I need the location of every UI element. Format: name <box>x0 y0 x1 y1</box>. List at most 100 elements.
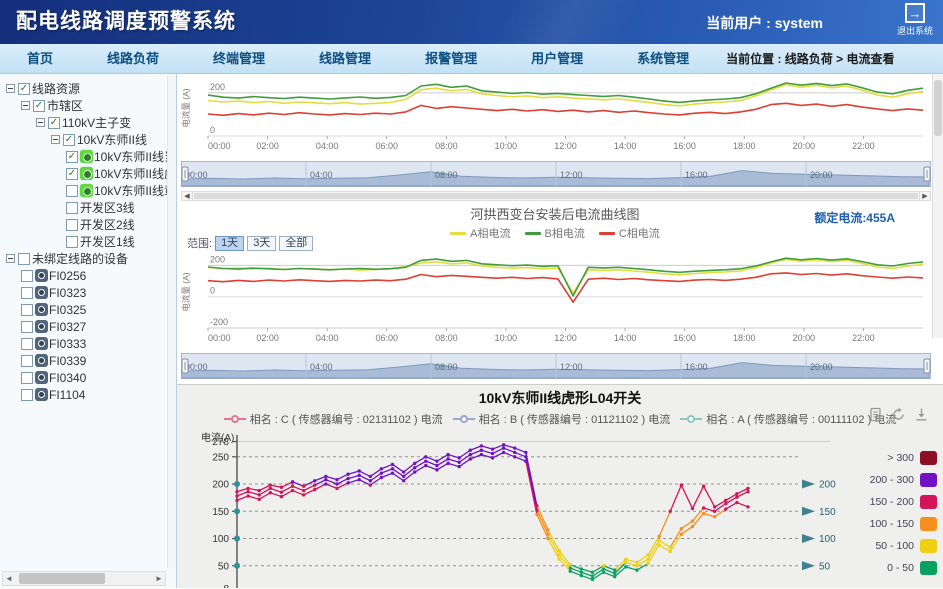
collapse-icon[interactable] <box>51 135 60 144</box>
visualmap-piece[interactable]: 100 - 150 <box>870 513 937 535</box>
visualmap-piece[interactable]: 50 - 100 <box>870 535 937 557</box>
scroll-left-icon[interactable]: ◀ <box>182 192 193 200</box>
svg-text:00:00: 00:00 <box>208 141 231 151</box>
nav-item-3[interactable]: 线路管理 <box>319 50 372 66</box>
legend-item-phase[interactable]: 相名 : C ( 传感器编号 : 02131102 ) 电流 <box>223 411 443 427</box>
legend-item-C相电流[interactable]: C相电流 <box>598 225 660 241</box>
range-button-全部[interactable]: 全部 <box>279 235 314 251</box>
device-icon <box>35 303 48 316</box>
tree-checkbox[interactable] <box>21 337 33 350</box>
tree-node-4[interactable]: ✓ 10kV东师II线当塘L0 <box>6 148 176 165</box>
tree-checkbox[interactable]: ✓ <box>63 133 75 146</box>
chart-top-scrollbar[interactable]: ◀ ▶ <box>181 191 931 201</box>
collapse-icon[interactable] <box>36 118 45 127</box>
main-vertical-scrollbar[interactable] <box>932 74 943 338</box>
datazoom-navigator-mid[interactable]: 00:00 04:00 08:00 12:00 16:00 20:00 <box>180 353 931 379</box>
tree-node-18[interactable]: FI1104 <box>6 386 174 403</box>
scroll-right-icon[interactable]: ▶ <box>919 192 930 200</box>
device-icon <box>35 371 48 384</box>
logout-button[interactable]: → 退出系统 <box>895 3 935 37</box>
visualmap-piece[interactable]: 0 - 50 <box>870 557 937 579</box>
tree-checkbox[interactable] <box>21 286 33 299</box>
visualmap-piece[interactable]: 150 - 200 <box>870 491 937 513</box>
svg-text:200: 200 <box>819 480 836 491</box>
data-view-icon[interactable] <box>868 407 883 422</box>
scroll-left-icon[interactable]: ◄ <box>5 574 13 583</box>
tree-node-14[interactable]: FI0327 <box>6 318 174 335</box>
nav-item-1[interactable]: 线路负荷 <box>107 50 160 66</box>
legend-marker-icon <box>459 415 468 423</box>
tree-node-label: FI0327 <box>49 319 87 334</box>
tree-node-17[interactable]: FI0340 <box>6 369 174 386</box>
tree-node-12[interactable]: FI0323 <box>6 284 174 301</box>
tree-node-2[interactable]: ✓ 110kV主子变 <box>6 114 174 131</box>
legend-item-A相电流[interactable]: A相电流 <box>450 225 511 241</box>
tree-checkbox[interactable] <box>21 269 33 282</box>
sidebar-vertical-scrollbar[interactable] <box>167 76 176 568</box>
tree-node-3[interactable]: ✓ 10kV东师II线 <box>6 131 174 148</box>
svg-text:20:00: 20:00 <box>793 141 816 151</box>
tree-node-label: FI0325 <box>49 302 87 317</box>
tree-node-15[interactable]: FI0333 <box>6 335 174 352</box>
tree-node-9[interactable]: 开发区1线 <box>6 233 174 250</box>
collapse-icon[interactable] <box>6 84 15 93</box>
tree-node-5[interactable]: ✓ 10kV东师II线虎形L0 <box>6 165 176 182</box>
collapse-icon[interactable] <box>21 101 30 110</box>
tree-checkbox[interactable] <box>66 235 78 248</box>
tree-checkbox[interactable] <box>66 201 78 214</box>
tree-node-label: FI0323 <box>49 285 87 300</box>
svg-text:04:00: 04:00 <box>316 333 339 343</box>
svg-text:10:00: 10:00 <box>495 141 518 151</box>
tree-node-16[interactable]: FI0339 <box>6 352 174 369</box>
tree-node-10[interactable]: 未绑定线路的设备 <box>6 250 174 267</box>
tree-checkbox[interactable]: ✓ <box>18 82 30 95</box>
scrollbar-thumb[interactable] <box>19 573 105 584</box>
tree-node-8[interactable]: 开发区2线 <box>6 216 174 233</box>
tree-checkbox[interactable]: ✓ <box>66 167 78 180</box>
download-icon[interactable] <box>914 407 929 422</box>
tree-checkbox[interactable] <box>21 320 33 333</box>
sidebar-horizontal-scrollbar[interactable]: ◄ ► <box>2 571 166 586</box>
nav-item-4[interactable]: 报警管理 <box>425 50 478 66</box>
tree-checkbox[interactable] <box>21 354 33 367</box>
tree-checkbox[interactable] <box>66 184 78 197</box>
visualmap-piece[interactable]: > 300 <box>870 447 937 469</box>
current-line-chart-mid: -200 0 200 00:00 02:00 04:00 06:00 08:00 10:00 12… <box>181 254 924 343</box>
scroll-right-icon[interactable]: ► <box>155 574 163 583</box>
nav-item-0[interactable]: 首页 <box>27 50 54 66</box>
svg-text:16:00: 16:00 <box>673 333 696 343</box>
tree-node-13[interactable]: FI0325 <box>6 301 174 318</box>
tree-checkbox[interactable]: ✓ <box>66 150 78 163</box>
scrollbar-thumb[interactable] <box>934 80 942 136</box>
tree-checkbox[interactable] <box>21 371 33 384</box>
legend-item-phase[interactable]: 相名 : A ( 传感器编号 : 00111102 ) 电流 <box>680 411 896 427</box>
tree-node-7[interactable]: 开发区3线 <box>6 199 174 216</box>
range-button-3天[interactable]: 3天 <box>247 235 277 251</box>
nav-item-2[interactable]: 终端管理 <box>213 50 266 66</box>
tree-checkbox[interactable] <box>66 218 78 231</box>
tree-checkbox[interactable]: ✓ <box>48 116 60 129</box>
nav-item-6[interactable]: 系统管理 <box>637 50 690 66</box>
collapse-icon[interactable] <box>6 254 15 263</box>
tree-checkbox[interactable] <box>21 303 33 316</box>
tree-checkbox[interactable]: ✓ <box>33 99 45 112</box>
range-button-1天[interactable]: 1天 <box>215 235 245 251</box>
tree-node-0[interactable]: ✓ 线路资源 <box>6 80 174 97</box>
refresh-icon[interactable] <box>891 407 906 422</box>
tree-node-6[interactable]: 10kV东师II线章江L0 <box>6 182 176 199</box>
scrollbar-thumb[interactable] <box>194 193 918 199</box>
tree-node-1[interactable]: ✓ 市辖区 <box>6 97 174 114</box>
line-tree-sidebar: ✓线路资源✓市辖区✓110kV主子变✓10kV东师II线✓10kV东师II线当塘… <box>0 74 177 588</box>
legend-item-phase[interactable]: 相名 : B ( 传感器编号 : 01121102 ) 电流 <box>452 411 670 427</box>
tree-node-label: FI0339 <box>49 353 87 368</box>
line-status-icon <box>80 184 93 197</box>
visualmap-piece[interactable]: 200 - 300 <box>870 469 937 491</box>
tree-node-11[interactable]: FI0256 <box>6 267 174 284</box>
legend-item-B相电流[interactable]: B相电流 <box>524 225 585 241</box>
datazoom-navigator-top[interactable]: 00:00 04:00 08:00 12:00 16:00 20:00 <box>180 161 931 187</box>
tree-checkbox[interactable] <box>18 252 30 265</box>
tree-checkbox[interactable] <box>21 388 33 401</box>
mid-chart-legend: A相电流 B相电流 C相电流 <box>181 225 929 241</box>
svg-text:0: 0 <box>210 286 215 296</box>
nav-item-5[interactable]: 用户管理 <box>531 50 584 66</box>
